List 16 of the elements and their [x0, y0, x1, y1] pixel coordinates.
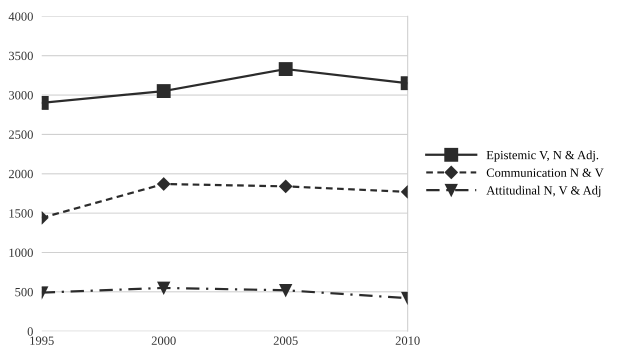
x-tick-label: 1995	[30, 336, 54, 345]
y-tick-label: 4000	[8, 12, 33, 21]
y-tick-label: 0	[28, 327, 33, 336]
legend-label: Epistemic V, N & Adj.	[486, 150, 598, 162]
y-tick-label: 2500	[8, 130, 33, 139]
y-tick-label: 500	[15, 288, 33, 296]
legend-label: Attitudinal N, V & Adj	[486, 186, 600, 198]
y-tick-label: 3000	[8, 91, 33, 100]
y-tick-label: 1000	[9, 248, 33, 257]
x-tick-label: 2000	[152, 336, 176, 345]
y-tick-label: 3500	[8, 52, 33, 60]
legend-label: Communication N & V	[486, 168, 604, 177]
y-tick-label: 2000	[8, 170, 33, 178]
x-tick-label: 2010	[396, 336, 420, 345]
y-tick-label: 1500	[9, 209, 33, 218]
x-tick-label: 2005	[274, 336, 298, 345]
